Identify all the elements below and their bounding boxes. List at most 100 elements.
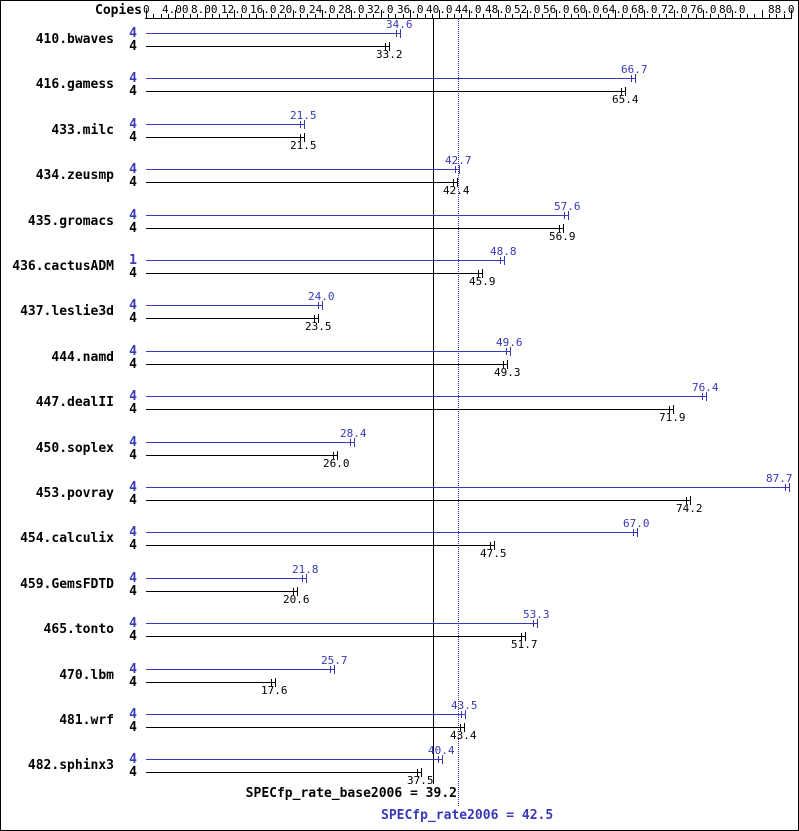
base-bar-endcap xyxy=(297,587,298,596)
benchmark-label: 447.dealII xyxy=(35,395,114,410)
axis-minor-tick xyxy=(688,14,689,18)
axis-minor-tick xyxy=(549,14,550,18)
base-bar-endcap xyxy=(318,314,319,323)
base-value-label: 45.9 xyxy=(469,275,496,288)
base-bar-endcap xyxy=(482,269,483,278)
base-bar-runmark xyxy=(300,134,301,141)
peak-bar xyxy=(146,351,510,352)
axis-major-tick xyxy=(732,10,733,18)
base-bar-runmark xyxy=(621,88,622,95)
base-copies: 4 xyxy=(129,538,137,553)
axis-minor-tick xyxy=(461,14,462,18)
base-bar-endcap xyxy=(304,133,305,142)
peak-value-label: 48.8 xyxy=(490,245,517,258)
axis-major-tick xyxy=(498,10,499,18)
axis-minor-tick xyxy=(153,14,154,18)
base-value-label: 26.0 xyxy=(323,457,350,470)
peak-copies: 4 xyxy=(129,662,137,677)
axis-minor-tick xyxy=(608,14,609,18)
peak-bar-runmark xyxy=(500,257,501,264)
axis-tick-label: 32.0 xyxy=(367,3,394,16)
base-copies: 4 xyxy=(129,448,137,463)
peak-bar xyxy=(146,442,354,443)
axis-minor-tick xyxy=(190,14,191,18)
axis-minor-tick xyxy=(256,14,257,18)
base-bar xyxy=(146,500,690,501)
axis-minor-tick xyxy=(776,14,777,18)
peak-bar-endcap xyxy=(568,211,569,220)
base-value-label: 74.2 xyxy=(676,502,703,515)
peak-bar-runmark xyxy=(396,30,397,37)
base-copies: 4 xyxy=(129,39,137,54)
base-value-label: 71.9 xyxy=(659,411,686,424)
peak-copies: 4 xyxy=(129,26,137,41)
peak-bar-endcap xyxy=(442,755,443,764)
peak-bar-runmark xyxy=(564,212,565,219)
axis-major-tick xyxy=(703,10,704,18)
peak-value-label: 57.6 xyxy=(554,200,581,213)
axis-minor-tick xyxy=(600,14,601,18)
axis-tick-label: 28.0 xyxy=(338,3,365,16)
benchmark-label: 450.soplex xyxy=(35,441,114,456)
peak-reference-line xyxy=(458,18,459,806)
axis-minor-tick xyxy=(366,14,367,18)
axis-tick-label: 8.00 xyxy=(191,3,218,16)
axis-minor-tick xyxy=(622,14,623,18)
base-bar-endcap xyxy=(563,224,564,233)
base-bar-endcap xyxy=(673,405,674,414)
benchmark-label: 444.namd xyxy=(51,350,114,365)
base-bar-endcap xyxy=(625,87,626,96)
axis-minor-tick xyxy=(168,14,169,18)
peak-bar-endcap xyxy=(537,619,538,628)
benchmark-label: 410.bwaves xyxy=(35,32,114,47)
axis-minor-tick xyxy=(710,14,711,18)
peak-rate-summary: SPECfp_rate2006 = 42.5 xyxy=(381,808,554,823)
base-bar-runmark xyxy=(314,315,315,322)
peak-bar-endcap xyxy=(637,528,638,537)
peak-copies: 4 xyxy=(129,480,137,495)
base-copies: 4 xyxy=(129,311,137,326)
peak-bar xyxy=(146,260,504,261)
axis-minor-tick xyxy=(447,14,448,18)
peak-bar xyxy=(146,623,537,624)
benchmark-label: 453.povray xyxy=(35,486,114,501)
axis-minor-tick xyxy=(359,14,360,18)
axis-minor-tick xyxy=(571,14,572,18)
peak-copies: 4 xyxy=(129,571,137,586)
base-copies: 4 xyxy=(129,720,137,735)
peak-bar-endcap xyxy=(635,74,636,83)
peak-value-label: 53.3 xyxy=(523,608,550,621)
axis-minor-tick xyxy=(212,14,213,18)
axis-tick-label: 64.0 xyxy=(602,3,629,16)
axis-tick-label: 60.0 xyxy=(573,3,600,16)
peak-bar-runmark xyxy=(633,529,634,536)
peak-copies: 4 xyxy=(129,389,137,404)
peak-copies: 4 xyxy=(129,752,137,767)
peak-value-label: 21.8 xyxy=(292,563,319,576)
peak-bar-endcap xyxy=(354,438,355,447)
axis-minor-tick xyxy=(337,14,338,18)
peak-bar-runmark xyxy=(350,439,351,446)
base-copies: 4 xyxy=(129,221,137,236)
axis-minor-tick xyxy=(425,14,426,18)
axis-tick-label: 48.0 xyxy=(485,3,512,16)
axis-major-tick xyxy=(175,10,176,18)
peak-bar xyxy=(146,169,459,170)
base-bar xyxy=(146,273,482,274)
axis-major-tick xyxy=(293,10,294,18)
axis-major-tick xyxy=(410,10,411,18)
base-bar xyxy=(146,455,337,456)
base-bar-endcap xyxy=(525,632,526,641)
base-copies: 4 xyxy=(129,402,137,417)
benchmark-label: 470.lbm xyxy=(59,668,114,683)
peak-value-label: 49.6 xyxy=(496,336,523,349)
base-bar xyxy=(146,182,457,183)
base-bar-runmark xyxy=(490,542,491,549)
base-value-label: 21.5 xyxy=(290,139,317,152)
axis-minor-tick xyxy=(578,14,579,18)
axis-minor-tick xyxy=(740,14,741,18)
axis-minor-tick xyxy=(505,14,506,18)
base-bar xyxy=(146,318,318,319)
peak-value-label: 21.5 xyxy=(290,109,317,122)
